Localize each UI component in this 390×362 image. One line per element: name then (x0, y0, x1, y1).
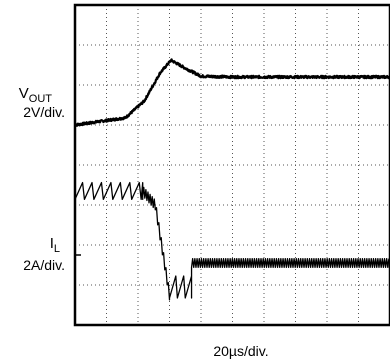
il-scale-label: 2A/div. (23, 257, 65, 273)
x-axis-scale-label: 20µs/div. (213, 343, 268, 359)
vout-scale-label: 2V/div. (23, 104, 65, 120)
plot-frame (73, 3, 390, 327)
plot-border (73, 3, 390, 327)
grid (75, 5, 390, 325)
vout-trace (74, 58, 390, 127)
il-label: IL (50, 235, 60, 255)
traces (74, 58, 390, 301)
il-trace (74, 181, 390, 301)
vout-label: VOUT (19, 85, 53, 105)
